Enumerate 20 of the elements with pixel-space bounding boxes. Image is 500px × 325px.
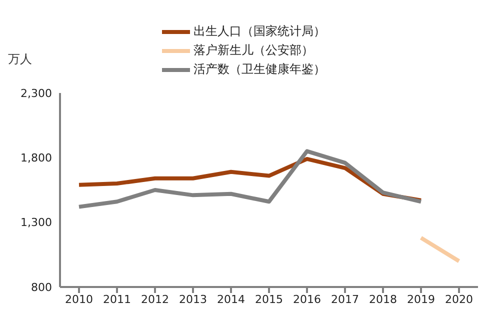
x-tick-label: 2017 [331,292,359,306]
x-tick-label: 2014 [217,292,245,306]
y-tick-label: 1,300 [20,216,52,230]
x-tick-label: 2019 [407,292,435,306]
x-tick-label: 2013 [179,292,207,306]
x-tick-label: 2020 [445,292,473,306]
x-tick-label: 2012 [141,292,169,306]
y-tick-label: 2,300 [20,86,52,100]
x-tick-label: 2010 [65,292,93,306]
x-tick-label: 2011 [103,292,131,306]
x-tick-label: 2015 [255,292,283,306]
legend-label: 活产数（卫生健康年鉴） [194,61,326,78]
legend-label: 落户新生儿（公安部） [194,42,314,59]
legend-label: 出生人口（国家统计局） [194,23,326,40]
y-tick-label: 800 [31,280,52,294]
x-tick-label: 2016 [293,292,321,306]
line-series [77,149,423,209]
y-axis-title: 万人 [8,52,32,66]
x-tick-label: 2018 [369,292,397,306]
y-tick-label: 1,800 [20,152,52,165]
